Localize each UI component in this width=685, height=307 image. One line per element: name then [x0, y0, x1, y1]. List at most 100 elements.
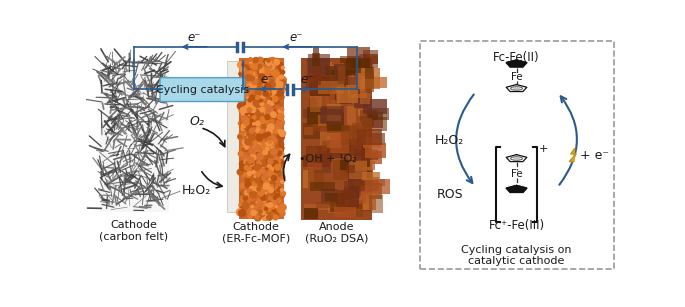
- Circle shape: [248, 99, 251, 102]
- Circle shape: [260, 212, 264, 217]
- Circle shape: [266, 159, 271, 163]
- Circle shape: [258, 87, 264, 93]
- Bar: [308, 58, 330, 78]
- Circle shape: [267, 141, 274, 148]
- Circle shape: [260, 209, 262, 211]
- Bar: [321, 107, 344, 124]
- Circle shape: [248, 192, 253, 198]
- Circle shape: [258, 64, 262, 68]
- Circle shape: [262, 118, 265, 122]
- Circle shape: [250, 162, 253, 165]
- Bar: [314, 64, 321, 85]
- Circle shape: [265, 204, 271, 210]
- Circle shape: [278, 129, 282, 134]
- Circle shape: [249, 193, 254, 199]
- Circle shape: [238, 62, 244, 68]
- Bar: [309, 98, 316, 118]
- Circle shape: [245, 75, 251, 80]
- Circle shape: [247, 138, 249, 141]
- Circle shape: [265, 112, 271, 118]
- Circle shape: [278, 152, 284, 158]
- Circle shape: [259, 83, 262, 87]
- Circle shape: [249, 58, 252, 61]
- Circle shape: [249, 214, 251, 217]
- Circle shape: [271, 175, 277, 181]
- Circle shape: [272, 161, 278, 167]
- Circle shape: [264, 59, 269, 64]
- Circle shape: [250, 62, 252, 64]
- Circle shape: [257, 187, 261, 191]
- Bar: [341, 138, 364, 157]
- Bar: [362, 146, 371, 167]
- Circle shape: [273, 128, 278, 133]
- Bar: [344, 62, 359, 72]
- Circle shape: [263, 155, 269, 161]
- Circle shape: [258, 61, 263, 66]
- Circle shape: [258, 88, 264, 94]
- Circle shape: [275, 68, 281, 74]
- Bar: [330, 87, 349, 94]
- Circle shape: [249, 187, 256, 194]
- Circle shape: [252, 110, 257, 115]
- Bar: [332, 119, 342, 129]
- Bar: [327, 129, 342, 133]
- Circle shape: [258, 164, 261, 168]
- Bar: [359, 54, 367, 60]
- Circle shape: [264, 132, 270, 138]
- Circle shape: [279, 109, 284, 114]
- Bar: [364, 118, 372, 132]
- Circle shape: [277, 151, 282, 155]
- Circle shape: [259, 210, 262, 213]
- Circle shape: [263, 133, 268, 138]
- Bar: [353, 192, 376, 210]
- Circle shape: [262, 111, 266, 115]
- Circle shape: [256, 172, 260, 176]
- Circle shape: [247, 171, 252, 176]
- Circle shape: [258, 189, 263, 195]
- Circle shape: [240, 68, 245, 72]
- Circle shape: [277, 72, 279, 75]
- Bar: [322, 107, 342, 115]
- Circle shape: [257, 128, 260, 130]
- Circle shape: [255, 112, 260, 117]
- Bar: [327, 111, 345, 131]
- Circle shape: [252, 126, 256, 130]
- Circle shape: [278, 142, 284, 147]
- Circle shape: [242, 155, 247, 160]
- Circle shape: [272, 174, 277, 179]
- Circle shape: [243, 87, 249, 92]
- Circle shape: [275, 170, 280, 176]
- Bar: [342, 146, 349, 152]
- Bar: [360, 111, 367, 122]
- Circle shape: [264, 136, 266, 138]
- Circle shape: [239, 133, 243, 137]
- Circle shape: [273, 126, 276, 129]
- Text: Anode
(RuO₂ DSA): Anode (RuO₂ DSA): [305, 222, 369, 243]
- Circle shape: [260, 189, 262, 192]
- Bar: [310, 182, 335, 191]
- Bar: [360, 93, 370, 104]
- Circle shape: [254, 214, 261, 221]
- Circle shape: [239, 161, 245, 167]
- Circle shape: [259, 162, 262, 166]
- Polygon shape: [569, 149, 576, 161]
- Circle shape: [275, 177, 281, 181]
- Circle shape: [269, 126, 273, 130]
- Bar: [358, 68, 379, 89]
- Bar: [325, 193, 351, 201]
- Bar: [369, 108, 389, 120]
- Text: Fe: Fe: [511, 169, 523, 179]
- Bar: [322, 141, 334, 151]
- Bar: [363, 50, 378, 68]
- Circle shape: [269, 195, 274, 200]
- Circle shape: [255, 213, 262, 220]
- Circle shape: [245, 114, 251, 119]
- Circle shape: [269, 181, 273, 184]
- Bar: [307, 62, 332, 76]
- Circle shape: [250, 107, 256, 112]
- Circle shape: [256, 103, 262, 109]
- Circle shape: [240, 94, 247, 101]
- Bar: [358, 109, 366, 116]
- Bar: [327, 136, 347, 148]
- Circle shape: [273, 95, 278, 100]
